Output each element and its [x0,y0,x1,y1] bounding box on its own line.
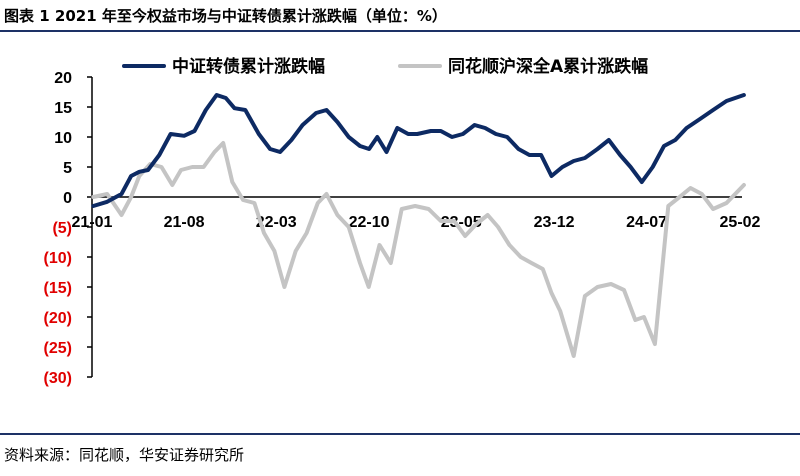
y-tick-label: (15) [44,280,72,297]
x-tick-label: 24-07 [626,214,667,231]
line-chart: 中证转债累计涨跌幅 同花顺沪深全A累计涨跌幅 20 15 10 5 0 (5) (10) (15… [44,56,761,387]
y-tick-label: 15 [54,100,72,117]
series-line-2 [91,141,746,358]
legend: 中证转债累计涨跌幅 同花顺沪深全A累计涨跌幅 [122,56,648,77]
y-tick-label: 10 [54,130,72,147]
y-tick-label: (30) [44,370,72,387]
series-lines [91,93,746,358]
x-axis-ticks: 21-01 21-08 22-03 22-10 23-05 23-12 24-07 25-02 [72,214,761,231]
source-note: 资料来源：同花顺，华安证券研究所 [4,446,245,464]
y-tick-label: 5 [63,160,72,177]
y-tick-label: (20) [44,310,72,327]
x-tick-label: 25-02 [720,214,761,231]
y-tick-label: 20 [54,70,72,87]
x-tick-label: 21-08 [164,214,205,231]
y-tick-label: (5) [52,220,72,237]
chart-title: 图表 1 2021 年至今权益市场与中证转债累计涨跌幅（单位：%） [4,7,447,25]
y-tick-label: (10) [44,250,72,267]
x-tick-label: 22-10 [349,214,390,231]
x-tick-label: 21-01 [72,214,113,231]
legend-label-2: 同花顺沪深全A累计涨跌幅 [448,56,648,77]
series-line-1 [91,93,746,208]
footer-bar: 资料来源：同花顺，华安证券研究所 [0,433,800,476]
x-tick-label: 23-12 [534,214,575,231]
x-tick-label: 22-03 [256,214,297,231]
y-tick-label: (25) [44,340,72,357]
y-axis-ticks: 20 15 10 5 0 (5) (10) (15) (20) (25) (30) [44,70,92,387]
title-bar: 图表 1 2021 年至今权益市场与中证转债累计涨跌幅（单位：%） [0,0,800,32]
y-tick-label: 0 [63,190,72,207]
legend-label-1: 中证转债累计涨跌幅 [172,56,325,77]
